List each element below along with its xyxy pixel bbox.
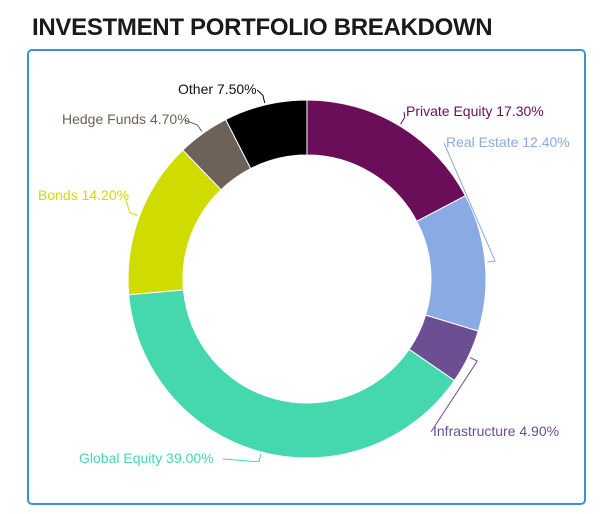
slice-other[interactable] bbox=[225, 99, 308, 170]
leader-line-infrastructure bbox=[430, 357, 478, 433]
leader-line-hedge-funds bbox=[184, 119, 203, 132]
chart-title: INVESTMENT PORTFOLIO BREAKDOWN bbox=[32, 14, 493, 41]
data-label-private-equity: Private Equity 17.30% bbox=[406, 103, 544, 119]
leader-line-bonds bbox=[123, 195, 138, 217]
data-label-infrastructure: Infrastructure 4.90% bbox=[433, 423, 559, 439]
data-label-hedge-funds: Hedge Funds 4.70% bbox=[62, 111, 190, 127]
slice-global-equity[interactable] bbox=[128, 289, 456, 459]
leader-line-real-estate bbox=[443, 142, 496, 263]
data-label-real-estate: Real Estate 12.40% bbox=[446, 134, 570, 150]
data-label-other: Other 7.50% bbox=[178, 81, 257, 97]
chart-frame bbox=[27, 49, 586, 505]
leader-line-private-equity bbox=[400, 111, 406, 125]
leader-line-global-equity bbox=[222, 453, 262, 463]
data-label-bonds: Bonds 14.20% bbox=[38, 187, 129, 203]
data-label-global-equity: Global Equity 39.00% bbox=[79, 450, 214, 466]
leader-line-other bbox=[256, 89, 266, 104]
